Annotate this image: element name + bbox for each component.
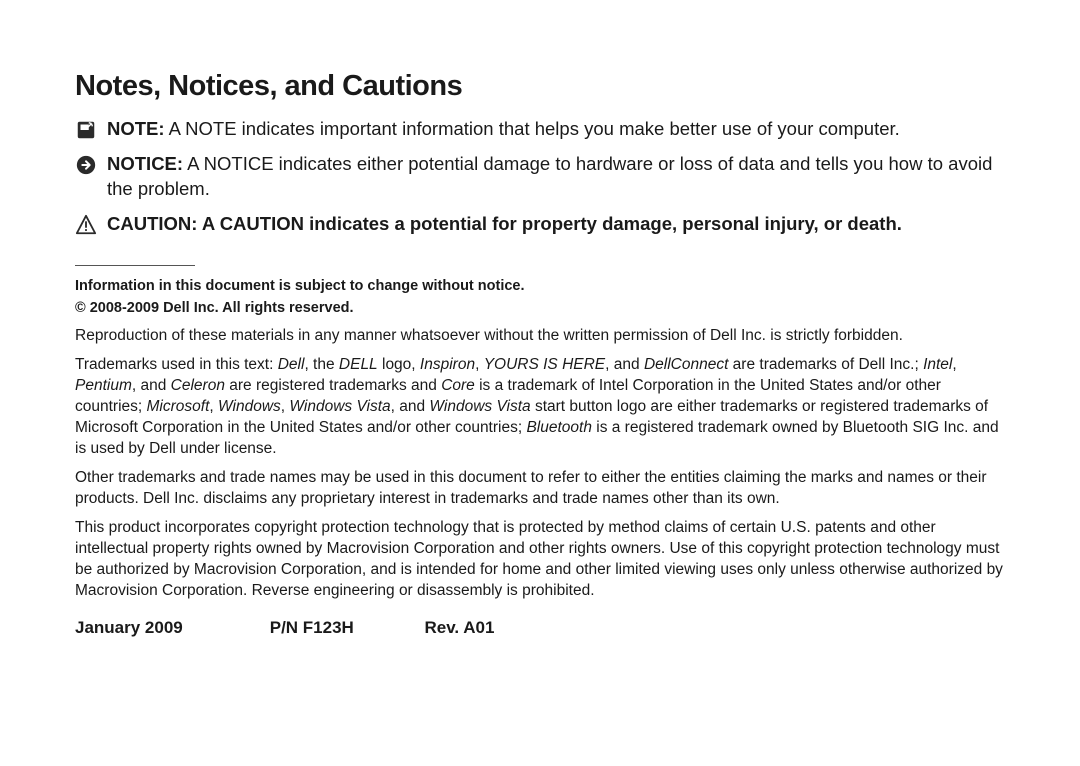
tm-dellconnect: DellConnect bbox=[644, 356, 728, 373]
caution-icon bbox=[75, 214, 99, 236]
change-notice: Information in this document is subject … bbox=[75, 276, 1010, 296]
tm-intel: Intel bbox=[923, 356, 952, 373]
notice-body: A NOTICE indicates either potential dama… bbox=[107, 153, 992, 199]
tm-dell: Dell bbox=[278, 356, 305, 373]
notice-icon bbox=[75, 154, 99, 176]
tm-bluetooth: Bluetooth bbox=[526, 419, 592, 436]
tm-celeron: Celeron bbox=[171, 377, 225, 394]
tm-pentium: Pentium bbox=[75, 377, 132, 394]
note-item: NOTE: A NOTE indicates important informa… bbox=[75, 117, 1010, 142]
page-title: Notes, Notices, and Cautions bbox=[75, 70, 1010, 103]
macrovision-notice: This product incorporates copyright prot… bbox=[75, 518, 1010, 602]
seg-7: , and bbox=[132, 377, 171, 394]
copyright-line: © 2008-2009 Dell Inc. All rights reserve… bbox=[75, 298, 1010, 318]
seg-6: , bbox=[952, 356, 956, 373]
footer-revision: Rev. A01 bbox=[424, 618, 494, 638]
notice-item: NOTICE: A NOTICE indicates either potent… bbox=[75, 152, 1010, 202]
seg-12: , and bbox=[391, 398, 430, 415]
footer-line: January 2009 P/N F123H Rev. A01 bbox=[75, 618, 1010, 638]
notice-text: NOTICE: A NOTICE indicates either potent… bbox=[107, 152, 1010, 202]
caution-text: CAUTION: A CAUTION indicates a potential… bbox=[107, 212, 1010, 237]
seg-4: , and bbox=[605, 356, 644, 373]
seg-5: are trademarks of Dell Inc.; bbox=[728, 356, 923, 373]
note-icon bbox=[75, 119, 99, 141]
tm-intro: Trademarks used in this text: bbox=[75, 356, 278, 373]
tm-microsoft: Microsoft bbox=[147, 398, 210, 415]
reproduction-notice: Reproduction of these materials in any m… bbox=[75, 326, 1010, 347]
other-trademarks: Other trademarks and trade names may be … bbox=[75, 468, 1010, 510]
seg-8: are registered trademarks and bbox=[225, 377, 441, 394]
note-label: NOTE: bbox=[107, 118, 165, 139]
seg-10: , bbox=[209, 398, 218, 415]
footer-date: January 2009 bbox=[75, 618, 265, 638]
tm-vista2: Windows Vista bbox=[429, 398, 530, 415]
trademarks-paragraph: Trademarks used in this text: Dell, the … bbox=[75, 355, 1010, 460]
document-page: Notes, Notices, and Cautions NOTE: A NOT… bbox=[0, 0, 1080, 638]
notice-label: NOTICE: bbox=[107, 153, 183, 174]
footer-part-number: P/N F123H bbox=[270, 618, 420, 638]
tm-inspiron: Inspiron bbox=[420, 356, 475, 373]
note-text: NOTE: A NOTE indicates important informa… bbox=[107, 117, 1010, 142]
seg-2: logo, bbox=[378, 356, 420, 373]
tm-dell-logo: DELL bbox=[339, 356, 378, 373]
tm-yours: YOURS IS HERE bbox=[484, 356, 605, 373]
note-body: A NOTE indicates important information t… bbox=[165, 118, 900, 139]
caution-item: CAUTION: A CAUTION indicates a potential… bbox=[75, 212, 1010, 237]
seg-3: , bbox=[475, 356, 484, 373]
tm-windows: Windows bbox=[218, 398, 281, 415]
seg-1: , the bbox=[304, 356, 338, 373]
section-divider bbox=[75, 265, 195, 266]
tm-core: Core bbox=[441, 377, 475, 394]
tm-vista: Windows Vista bbox=[289, 398, 390, 415]
